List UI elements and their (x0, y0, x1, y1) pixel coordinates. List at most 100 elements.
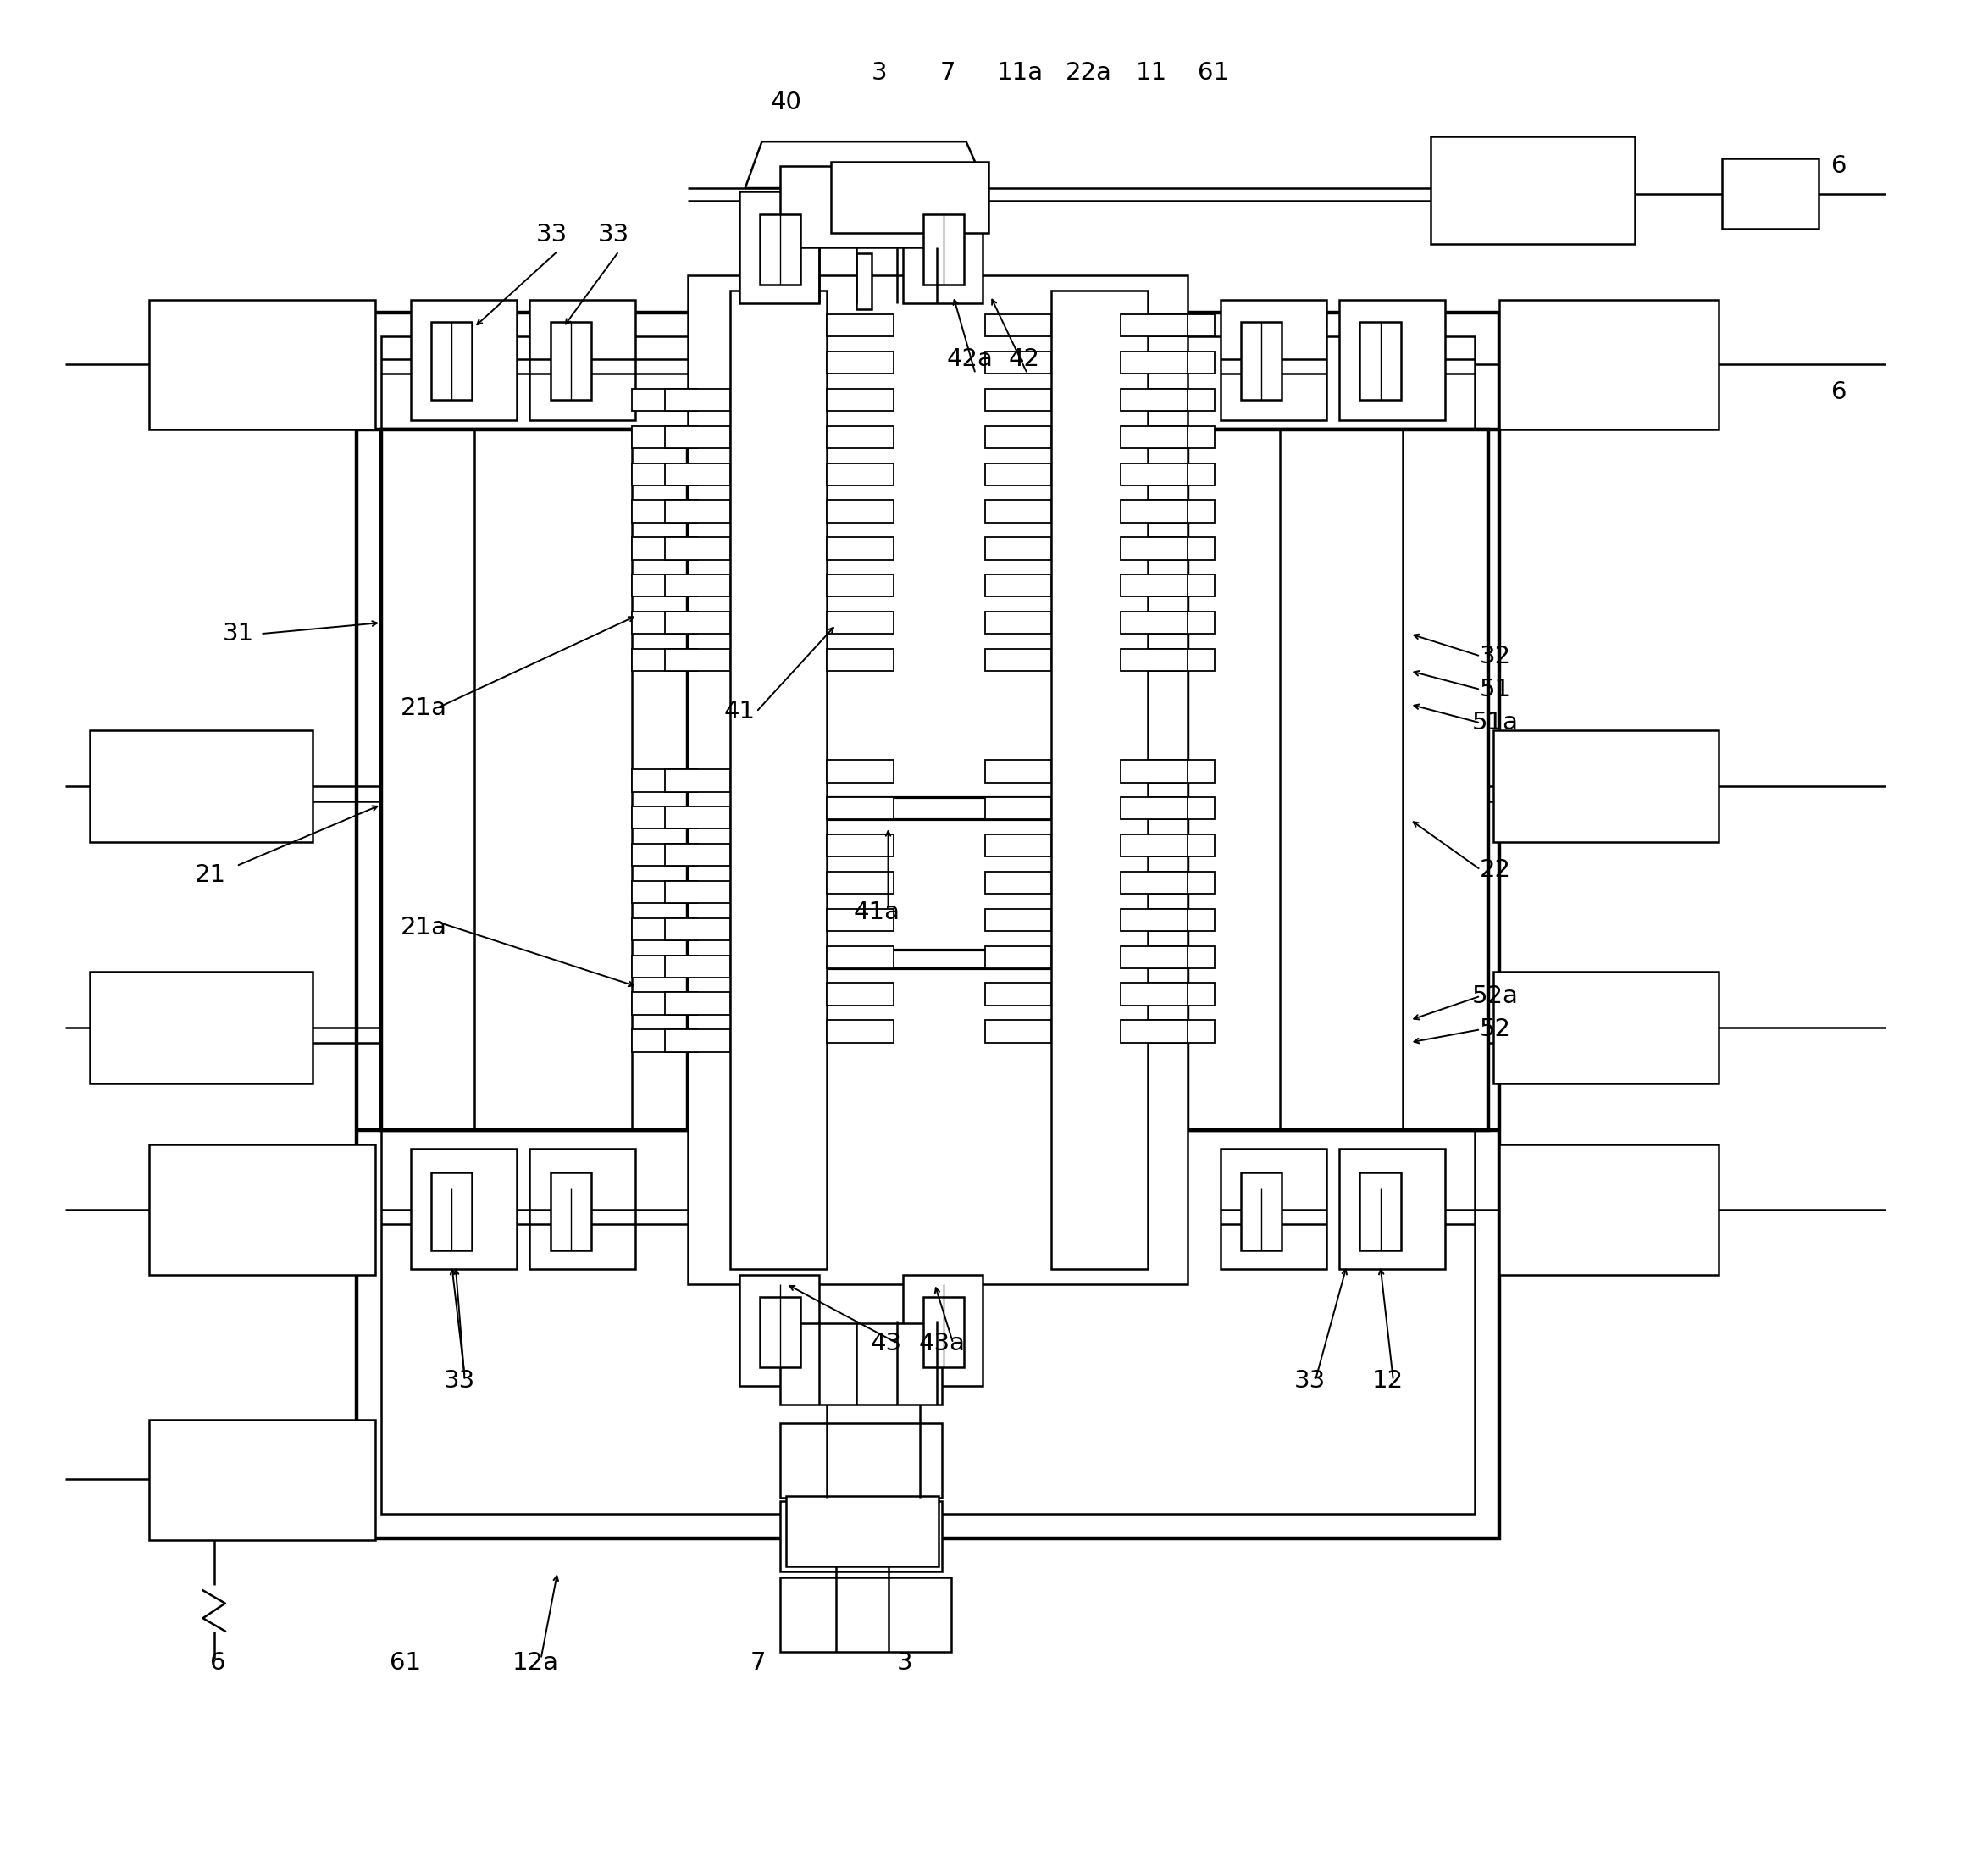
Bar (666, 955, 730, 978)
Bar (827, 573, 895, 596)
Bar (781, 1577, 952, 1652)
Bar (666, 918, 730, 940)
Bar (827, 648, 895, 670)
Bar (1149, 983, 1215, 1005)
Bar (1149, 909, 1215, 931)
Bar (1121, 1020, 1187, 1043)
Bar (1121, 946, 1187, 968)
Bar (1340, 1149, 1445, 1270)
Bar (1121, 611, 1187, 633)
Text: 6: 6 (1831, 380, 1847, 404)
Bar (781, 166, 942, 248)
Bar (666, 806, 730, 829)
Bar (827, 389, 895, 412)
Bar (1149, 611, 1215, 633)
Bar (632, 573, 698, 596)
Text: 51: 51 (1479, 678, 1511, 702)
Text: 3: 3 (897, 1652, 912, 1674)
Bar (759, 1298, 801, 1367)
Bar (1221, 300, 1326, 421)
Text: 42: 42 (1008, 346, 1040, 371)
Bar (1493, 972, 1718, 1084)
Bar (1121, 426, 1187, 449)
Bar (1499, 300, 1718, 430)
Bar (666, 881, 730, 903)
Bar (857, 253, 871, 309)
Bar (1187, 430, 1487, 1130)
Bar (666, 992, 730, 1015)
Bar (632, 538, 698, 560)
Bar (431, 1173, 473, 1251)
Bar (1121, 538, 1187, 560)
Bar (666, 843, 730, 866)
Bar (1149, 946, 1215, 968)
Bar (1121, 352, 1187, 374)
Text: 21a: 21a (400, 696, 447, 721)
Bar (666, 648, 730, 670)
Bar (1121, 983, 1187, 1005)
Bar (903, 192, 982, 304)
Text: 52: 52 (1479, 1017, 1511, 1041)
Bar (666, 769, 730, 791)
Bar (1121, 573, 1187, 596)
Text: 52a: 52a (1473, 985, 1519, 1007)
Bar (1121, 648, 1187, 670)
Bar (827, 611, 895, 633)
Bar (1121, 315, 1187, 337)
Bar (1121, 797, 1187, 819)
Bar (1121, 760, 1187, 782)
Bar (358, 313, 1499, 1538)
Text: 61: 61 (390, 1652, 421, 1674)
Bar (412, 1149, 517, 1270)
Bar (785, 1495, 938, 1566)
Bar (688, 276, 1187, 1285)
Bar (382, 337, 1475, 1514)
Bar (903, 1275, 982, 1385)
Bar (781, 1322, 942, 1404)
Bar (1431, 136, 1634, 244)
Bar (827, 983, 895, 1005)
Bar (924, 1298, 964, 1367)
Bar (666, 426, 730, 449)
Bar (1121, 464, 1187, 486)
Text: 43a: 43a (918, 1331, 966, 1356)
Text: 51a: 51a (1473, 711, 1519, 735)
Text: 31: 31 (223, 622, 254, 646)
Bar (632, 1030, 698, 1052)
Bar (1149, 538, 1215, 560)
Text: 41a: 41a (853, 901, 901, 924)
Text: 40: 40 (771, 91, 801, 114)
Bar (1121, 834, 1187, 857)
Bar (984, 315, 1052, 337)
Bar (632, 426, 698, 449)
Bar (827, 426, 895, 449)
Bar (666, 501, 730, 523)
Bar (1722, 158, 1819, 229)
Bar (632, 648, 698, 670)
Bar (781, 1501, 942, 1572)
Bar (632, 389, 698, 412)
Bar (827, 352, 895, 374)
Text: 12: 12 (1372, 1369, 1404, 1393)
Bar (1149, 352, 1215, 374)
Bar (666, 538, 730, 560)
Text: 12a: 12a (513, 1652, 559, 1674)
Bar (740, 1275, 819, 1385)
Text: 33: 33 (537, 223, 569, 246)
Bar (1052, 290, 1149, 1270)
Text: 41: 41 (724, 700, 755, 724)
Bar (984, 648, 1052, 670)
Bar (924, 214, 964, 285)
Bar (89, 730, 312, 842)
Bar (827, 946, 895, 968)
Bar (529, 1149, 636, 1270)
Bar (984, 1020, 1052, 1043)
Text: 22a: 22a (1066, 61, 1111, 86)
Bar (984, 538, 1052, 560)
Bar (1149, 834, 1215, 857)
Bar (666, 573, 730, 596)
Bar (632, 611, 698, 633)
Bar (984, 389, 1052, 412)
Bar (827, 909, 895, 931)
Polygon shape (746, 142, 986, 188)
